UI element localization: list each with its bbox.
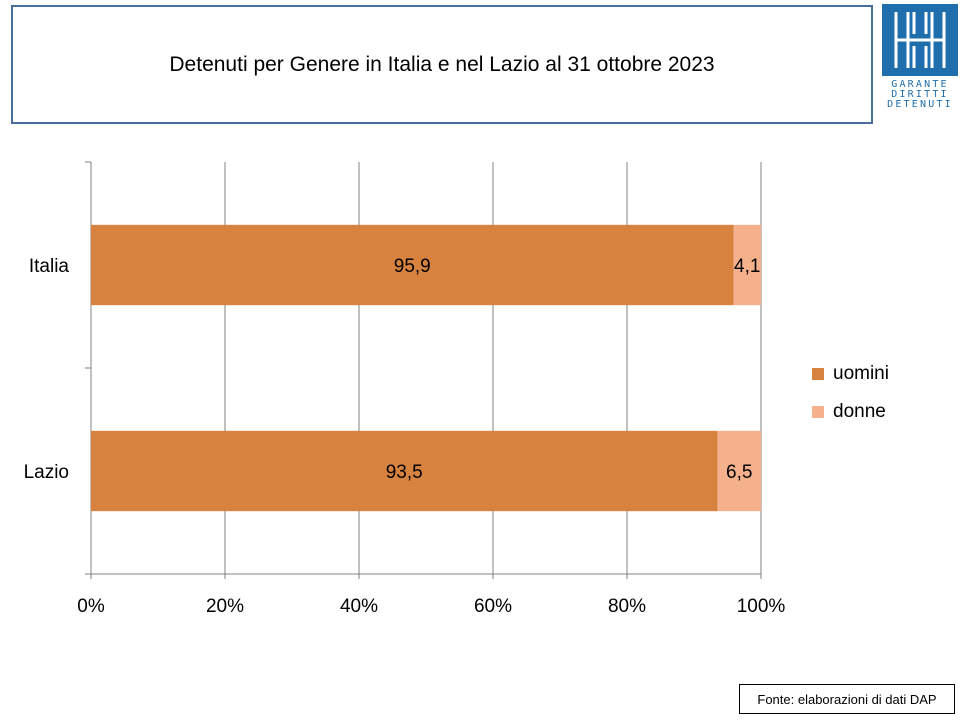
- data-label-uomini-italia: 95,9: [394, 256, 431, 277]
- source-note: Fonte: elaborazioni di dati DAP: [739, 684, 955, 714]
- x-tick-label: 0%: [77, 596, 105, 617]
- legend-item-uomini: uomini: [812, 355, 889, 393]
- data-label-donne-lazio: 6,5: [726, 462, 752, 483]
- legend-swatch-donne: [812, 406, 824, 418]
- legend-label-donne: donne: [833, 401, 886, 422]
- logo-line-3: DETENUTI: [887, 99, 953, 110]
- category-label-italia: Italia: [29, 256, 70, 277]
- x-tick-label: 80%: [608, 596, 646, 617]
- logo-line-2: DIRITTI: [891, 89, 949, 100]
- x-tick-label: 20%: [206, 596, 244, 617]
- x-tick-label: 40%: [340, 596, 378, 617]
- bar-donne-italia: [733, 224, 761, 306]
- bar-uomini-lazio: [91, 430, 718, 512]
- logo-line-1: GARANTE: [891, 79, 949, 90]
- x-tick-label: 100%: [737, 596, 786, 617]
- legend-item-donne: donne: [812, 393, 889, 431]
- bar-layer: [91, 224, 761, 512]
- data-label-donne-italia: 4,1: [734, 256, 760, 277]
- data-label-uomini-lazio: 93,5: [386, 462, 423, 483]
- source-text: Fonte: elaborazioni di dati DAP: [757, 691, 937, 707]
- chart-title: Detenuti per Genere in Italia e nel Lazi…: [169, 52, 715, 76]
- bar-donne-lazio: [717, 430, 761, 512]
- bar-uomini-italia: [91, 224, 734, 306]
- logo-mark-icon: [882, 4, 958, 76]
- legend-label-uomini: uomini: [833, 363, 889, 384]
- title-box: Detenuti per Genere in Italia e nel Lazi…: [11, 5, 873, 124]
- legend: uomini donne: [812, 355, 889, 431]
- label-layer: 95,9 4,1 93,5 6,5: [386, 256, 761, 483]
- category-label-lazio: Lazio: [24, 462, 69, 483]
- x-tick-label: 60%: [474, 596, 512, 617]
- garante-logo: GARANTE DIRITTI DETENUTI: [882, 4, 958, 110]
- legend-swatch-uomini: [812, 368, 824, 380]
- grid-layer: [224, 162, 762, 574]
